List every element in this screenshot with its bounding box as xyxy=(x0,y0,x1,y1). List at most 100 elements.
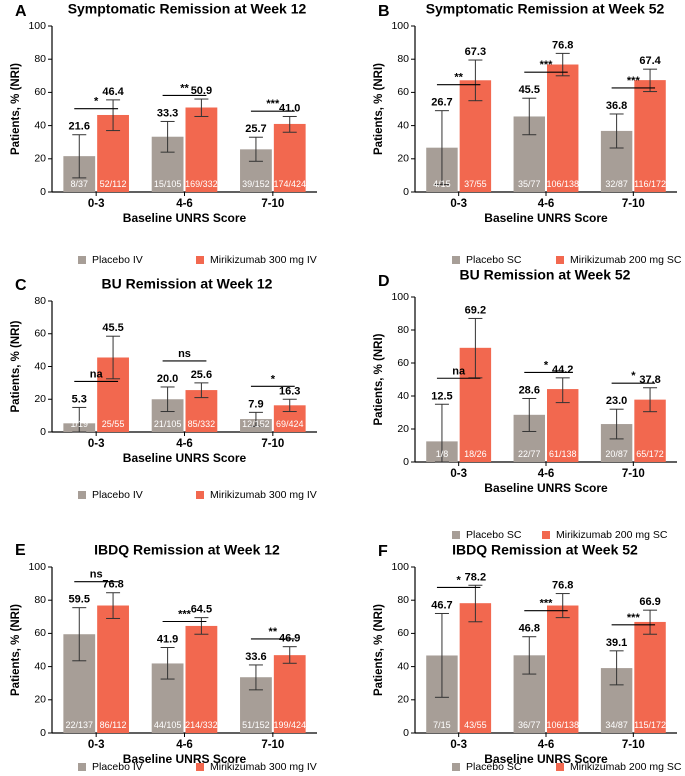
y-tick-label: 100 xyxy=(391,291,409,303)
x-axis-label: Baseline UNRS Score xyxy=(484,481,608,495)
count-label: 22/137 xyxy=(66,720,94,730)
significance-label: ns xyxy=(178,348,191,360)
panel-label: E xyxy=(15,542,26,559)
legend-swatch xyxy=(452,531,460,539)
count-label: 21/105 xyxy=(154,419,182,429)
bar-mirikizumab xyxy=(273,655,306,733)
count-label: 214/332 xyxy=(185,720,218,730)
bar-mirikizumab xyxy=(547,605,579,733)
y-axis-label: Patients, % (NRI) xyxy=(10,604,22,696)
data-label: 39.1 xyxy=(606,637,627,649)
bar-mirikizumab xyxy=(273,123,306,192)
y-tick-label: 20 xyxy=(397,694,409,706)
count-label: 18/26 xyxy=(464,449,487,459)
legend-label: Placebo SC xyxy=(466,761,522,773)
significance-label: *** xyxy=(266,98,280,110)
legend-swatch xyxy=(78,491,86,499)
x-tick-label: 4-6 xyxy=(176,438,193,450)
data-label: 67.3 xyxy=(465,46,486,58)
y-tick-label: 80 xyxy=(34,295,46,307)
legend-swatch xyxy=(196,763,204,771)
data-label: 33.3 xyxy=(157,107,178,119)
count-label: 116/172 xyxy=(634,179,666,189)
data-label: 45.5 xyxy=(519,84,540,96)
x-tick-label: 7-10 xyxy=(261,438,284,450)
bar-mirikizumab xyxy=(634,621,666,733)
x-tick-label: 4-6 xyxy=(176,739,193,751)
legend-swatch xyxy=(196,491,204,499)
y-tick-label: 0 xyxy=(40,186,46,198)
x-tick-label: 4-6 xyxy=(538,468,555,480)
data-label: 46.7 xyxy=(431,599,452,611)
significance-label: *** xyxy=(627,75,641,87)
data-label: 16.3 xyxy=(279,385,300,397)
legend-label: Mirikizumab 200 mg SC xyxy=(570,761,682,773)
legend-swatch xyxy=(196,256,204,264)
y-axis-label: Patients, % (NRI) xyxy=(10,320,22,412)
chart-title: Symptomatic Remission at Week 52 xyxy=(426,1,665,17)
data-label: 26.7 xyxy=(431,97,452,109)
y-tick-label: 20 xyxy=(34,393,46,405)
legend-label: Mirikizumab 300 mg IV xyxy=(210,761,317,773)
y-tick-label: 80 xyxy=(397,594,409,606)
y-tick-label: 60 xyxy=(34,627,46,639)
data-label: 67.4 xyxy=(639,55,661,67)
significance-label: ** xyxy=(454,72,463,84)
panel-label: C xyxy=(15,277,27,294)
data-label: 66.9 xyxy=(639,596,660,608)
data-label: 7.9 xyxy=(248,398,263,410)
y-tick-label: 100 xyxy=(391,20,409,32)
data-label: 5.3 xyxy=(72,393,87,405)
y-tick-label: 100 xyxy=(28,20,46,32)
count-label: 86/112 xyxy=(100,720,127,730)
x-tick-label: 7-10 xyxy=(622,198,645,210)
data-label: 76.8 xyxy=(552,580,573,592)
x-tick-label: 7-10 xyxy=(261,198,284,210)
legend-swatch xyxy=(78,256,86,264)
data-label: 78.2 xyxy=(465,571,486,583)
x-axis-label: Baseline UNRS Score xyxy=(484,752,608,766)
count-label: 15/105 xyxy=(154,179,182,189)
count-label: 52/112 xyxy=(100,179,127,189)
y-tick-label: 60 xyxy=(34,86,46,98)
data-label: 33.6 xyxy=(245,651,266,663)
count-label: 39/152 xyxy=(242,179,270,189)
x-tick-label: 4-6 xyxy=(538,198,555,210)
count-label: 44/105 xyxy=(154,720,182,730)
data-label: 45.5 xyxy=(102,322,123,334)
y-tick-label: 100 xyxy=(391,561,409,573)
data-label: 25.7 xyxy=(245,123,266,135)
panel-label: D xyxy=(378,273,390,290)
x-tick-label: 7-10 xyxy=(261,739,284,751)
y-tick-label: 0 xyxy=(403,456,409,468)
significance-label: ns xyxy=(90,569,103,581)
legend-swatch xyxy=(452,256,460,264)
panel-e: E IBDQ Remission at Week 12 0 20 40 60 80 100 Pa… xyxy=(10,542,317,773)
legend-label: Mirikizumab 200 mg SC xyxy=(570,254,682,266)
y-tick-label: 0 xyxy=(403,186,409,198)
count-label: 115/172 xyxy=(634,720,666,730)
panel-f: F IBDQ Remission at Week 52 0 20 40 60 80 100 Pa… xyxy=(373,542,682,773)
y-axis-label: Patients, % (NRI) xyxy=(373,63,385,155)
chart-title: BU Remission at Week 12 xyxy=(102,276,273,292)
count-label: 12/152 xyxy=(242,419,270,429)
chart-title: IBDQ Remission at Week 12 xyxy=(94,542,280,558)
x-tick-label: 0-3 xyxy=(88,198,105,210)
x-axis-label: Baseline UNRS Score xyxy=(123,752,247,766)
x-axis-label: Baseline UNRS Score xyxy=(484,211,608,225)
y-tick-label: 80 xyxy=(397,53,409,65)
y-tick-label: 40 xyxy=(397,390,409,402)
data-label: 28.6 xyxy=(519,384,540,396)
data-label: 36.8 xyxy=(606,100,627,112)
data-label: 41.9 xyxy=(157,634,178,646)
y-tick-label: 40 xyxy=(34,360,46,372)
x-axis-label: Baseline UNRS Score xyxy=(123,451,247,465)
data-label: 64.5 xyxy=(191,604,212,616)
y-axis-label: Patients, % (NRI) xyxy=(10,63,22,155)
chart-title: Symptomatic Remission at Week 12 xyxy=(68,1,307,17)
x-tick-label: 0-3 xyxy=(450,468,467,480)
legend-label: Placebo SC xyxy=(466,254,522,266)
x-tick-label: 4-6 xyxy=(538,739,555,751)
x-tick-label: 7-10 xyxy=(622,468,645,480)
legend-label: Mirikizumab 200 mg SC xyxy=(556,529,668,541)
